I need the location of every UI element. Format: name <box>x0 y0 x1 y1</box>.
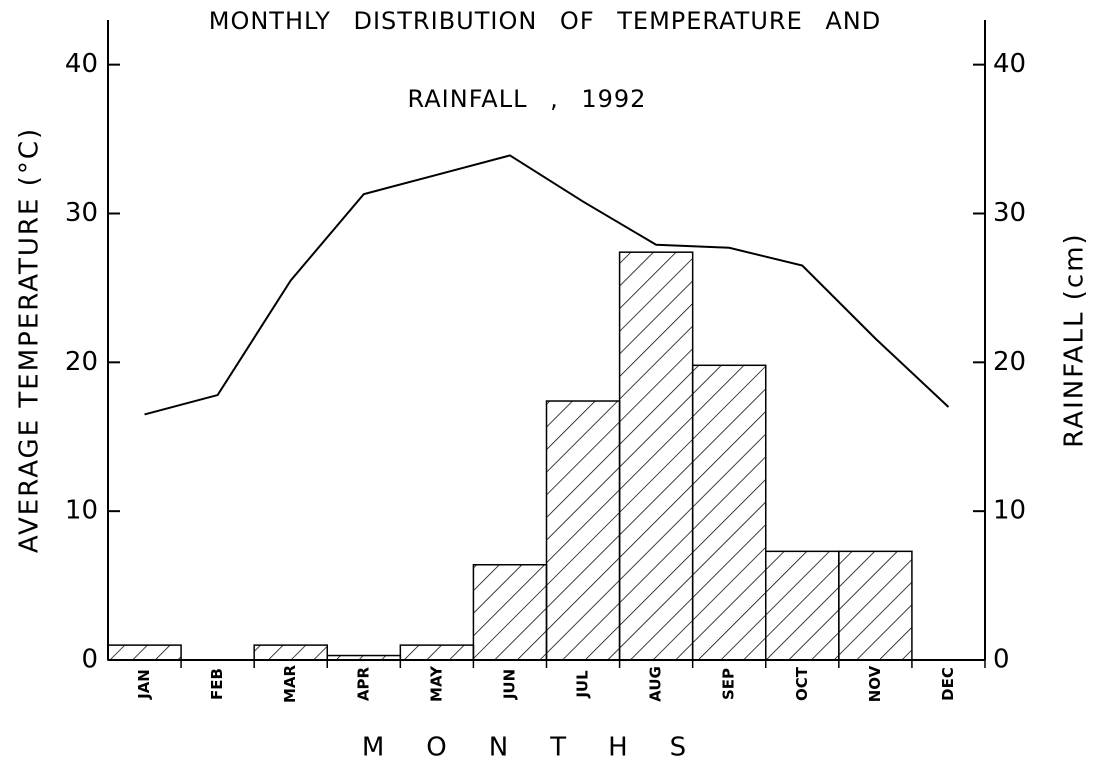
bar <box>618 251 694 661</box>
bar <box>326 654 402 661</box>
x-tick-label: OCT <box>793 666 811 701</box>
y2-tick-label: 30 <box>993 198 1026 228</box>
x-axis-label: MONTHS <box>362 733 728 763</box>
x-tick-label: SEP <box>720 668 738 700</box>
y-tick-label: 10 <box>65 496 98 526</box>
bar <box>253 644 329 661</box>
bar <box>838 550 913 661</box>
x-tick-label: JUL <box>574 670 592 699</box>
x-tick-label: JAN <box>135 669 153 700</box>
y-tick-label: 20 <box>65 347 98 377</box>
chart-title: MONTHLY DISTRIBUTION OF TEMPERATURE AND <box>209 7 881 35</box>
chart-title: RAINFALL , 1992 <box>408 85 647 113</box>
line <box>144 154 950 416</box>
y-axis-label: AVERAGE TEMPERATURE (°C) <box>15 127 45 553</box>
x-tick-label: APR <box>354 666 372 701</box>
bar <box>107 644 182 661</box>
x-tick-label: NOV <box>866 665 884 702</box>
bar <box>399 644 475 661</box>
bar <box>765 550 840 661</box>
x-tick-label: FEB <box>208 668 226 700</box>
x-tick-label: MAY <box>427 665 445 702</box>
y2-axis-label: RAINFALL (cm) <box>1060 232 1090 447</box>
y2-tick-label: 0 <box>993 645 1010 675</box>
bar <box>691 364 767 661</box>
bar <box>472 563 548 661</box>
x-tick-label: JUN <box>500 669 518 700</box>
y-tick-label: 40 <box>65 49 98 79</box>
y2-tick-label: 10 <box>993 496 1026 526</box>
y2-tick-label: 20 <box>993 347 1026 377</box>
y-tick-label: 30 <box>65 198 98 228</box>
y-tick-label: 0 <box>81 645 98 675</box>
x-tick-label: AUG <box>647 666 665 702</box>
x-tick-label: DEC <box>939 667 957 701</box>
y2-tick-label: 40 <box>993 49 1026 79</box>
x-tick-label: MAR <box>281 665 299 704</box>
bar <box>545 400 621 661</box>
